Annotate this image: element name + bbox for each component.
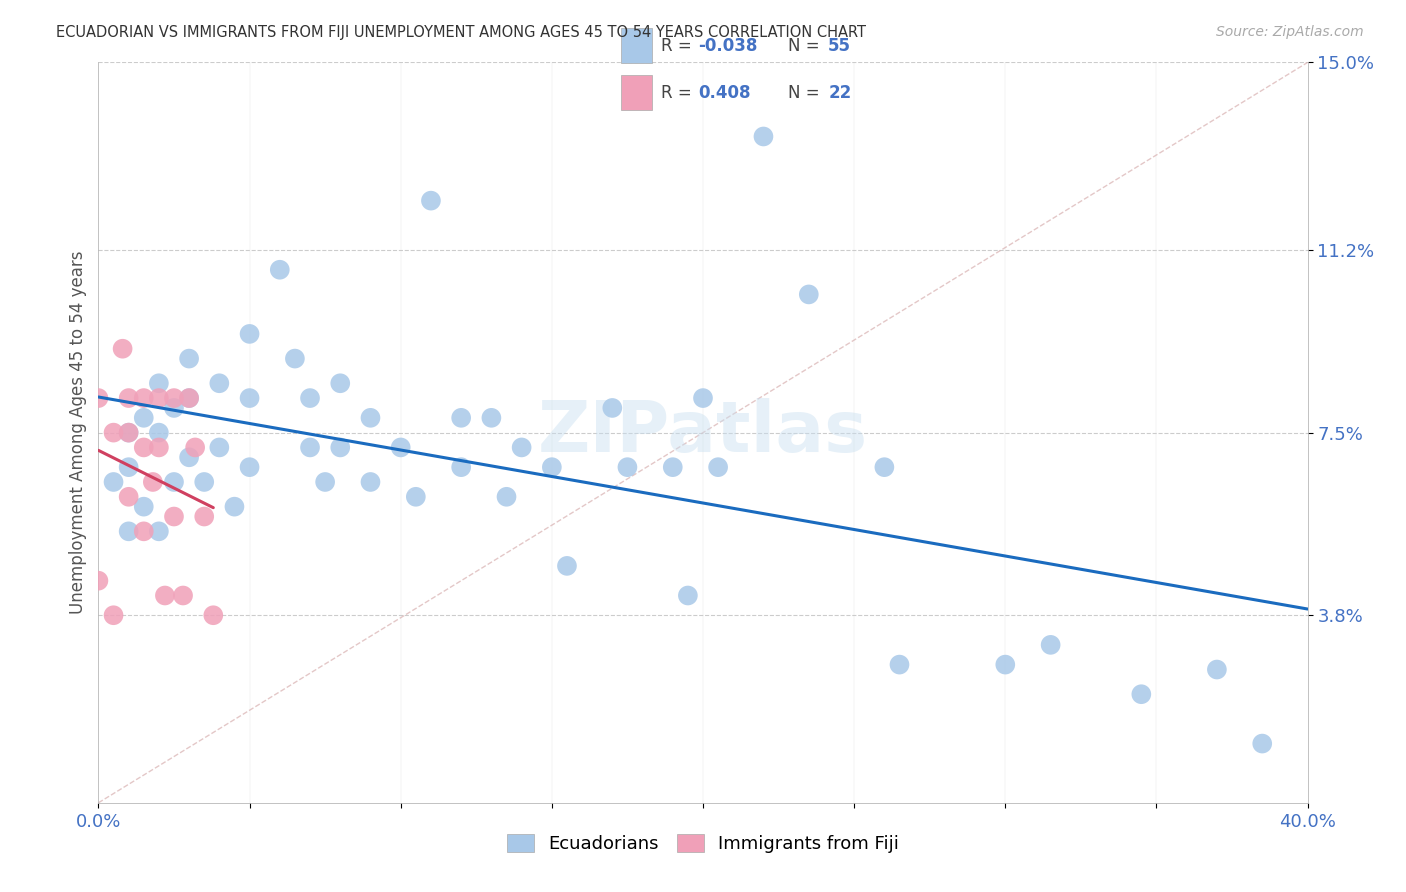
Point [510,441,533,455]
Point [707,460,730,475]
Text: N =: N = [787,37,825,54]
Point [179,450,201,465]
Point [314,475,336,489]
Point [481,410,503,425]
Point [87,574,110,588]
Point [118,425,141,440]
Point [389,441,412,455]
Point [239,391,262,405]
Point [179,351,201,366]
Point [172,589,194,603]
Point [1039,638,1062,652]
Point [87,391,110,405]
Point [103,608,125,623]
Point [132,441,155,455]
Point [405,490,427,504]
Text: Source: ZipAtlas.com: Source: ZipAtlas.com [1216,25,1364,39]
Point [797,287,820,301]
Point [208,376,231,391]
Point [193,475,215,489]
Point [148,425,170,440]
Point [132,524,155,539]
Text: R =: R = [661,37,697,54]
Text: R =: R = [661,84,697,102]
Point [284,351,307,366]
Legend: Ecuadorians, Immigrants from Fiji: Ecuadorians, Immigrants from Fiji [499,827,907,861]
Point [148,376,170,391]
Point [239,460,262,475]
Point [163,475,186,489]
Point [299,391,322,405]
Text: N =: N = [787,84,825,102]
Point [329,376,352,391]
Point [616,460,638,475]
Point [132,500,155,514]
Point [118,391,141,405]
Point [148,524,170,539]
Point [118,460,141,475]
Point [132,391,155,405]
Point [118,425,141,440]
Point [142,475,165,489]
Text: ECUADORIAN VS IMMIGRANTS FROM FIJI UNEMPLOYMENT AMONG AGES 45 TO 54 YEARS CORREL: ECUADORIAN VS IMMIGRANTS FROM FIJI UNEMP… [56,25,866,40]
Point [239,326,262,341]
FancyBboxPatch shape [621,28,652,63]
Point [1130,687,1153,701]
FancyBboxPatch shape [621,75,652,110]
Point [118,524,141,539]
Text: 55: 55 [828,37,851,54]
Point [360,475,382,489]
Point [163,391,186,405]
Point [103,425,125,440]
Point [163,401,186,415]
Point [118,490,141,504]
Text: -0.038: -0.038 [699,37,758,54]
Point [148,391,170,405]
Point [1251,737,1274,751]
Point [132,410,155,425]
Text: ZIPatlas: ZIPatlas [538,398,868,467]
Point [692,391,714,405]
Text: 22: 22 [828,84,852,102]
Point [193,509,215,524]
Point [540,460,562,475]
Point [184,441,207,455]
Point [661,460,683,475]
Point [889,657,911,672]
Point [495,490,517,504]
Point [329,441,352,455]
Point [420,194,443,208]
Text: 0.408: 0.408 [699,84,751,102]
Point [163,509,186,524]
Point [450,410,472,425]
Point [450,460,472,475]
Point [111,342,134,356]
Point [269,262,291,277]
Point [208,441,231,455]
Point [360,410,382,425]
Point [179,391,201,405]
Point [224,500,246,514]
Point [103,475,125,489]
Point [752,129,775,144]
Point [179,391,201,405]
Point [153,589,176,603]
Point [555,558,578,573]
Point [994,657,1017,672]
Point [873,460,896,475]
Point [148,441,170,455]
Point [202,608,225,623]
Point [299,441,322,455]
Point [602,401,624,415]
Point [676,589,699,603]
Point [1206,663,1229,677]
Y-axis label: Unemployment Among Ages 45 to 54 years: Unemployment Among Ages 45 to 54 years [69,251,87,615]
